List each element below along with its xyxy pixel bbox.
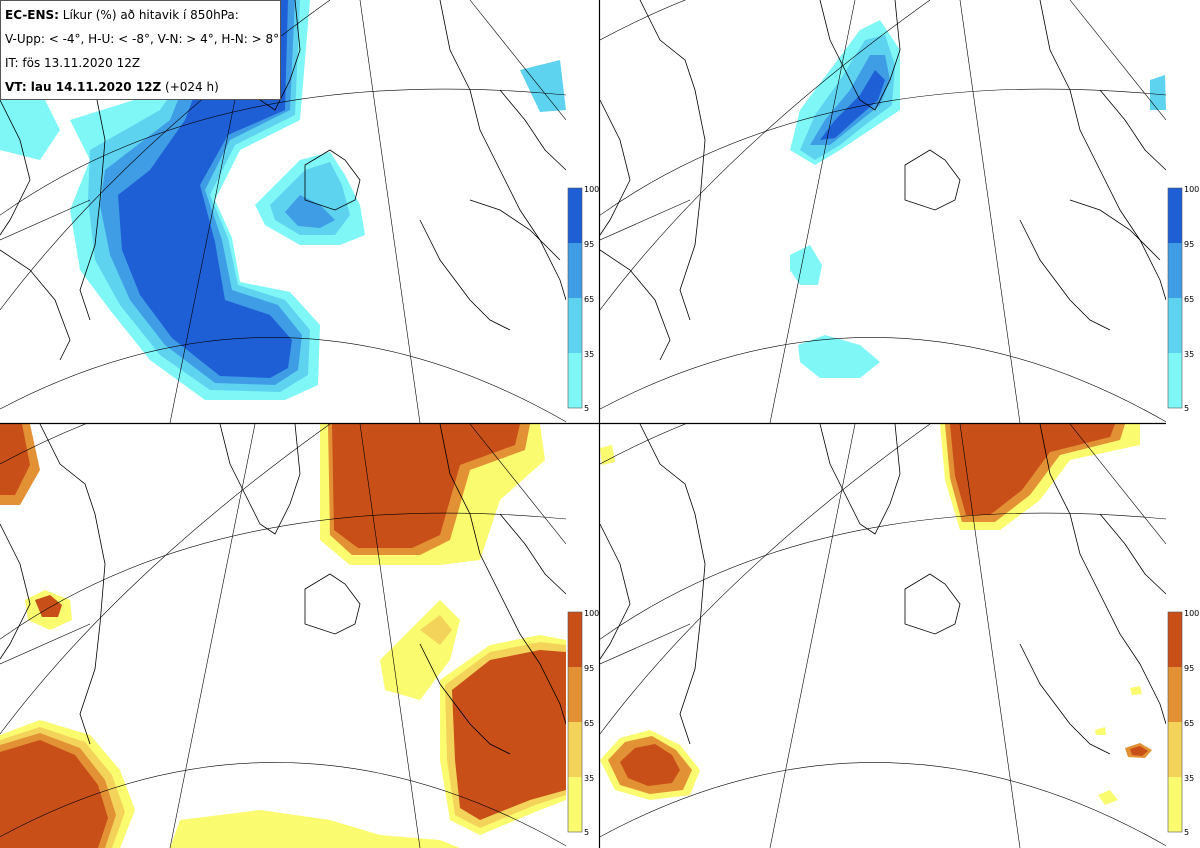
- initial-time: IT: fös 13.11.2020 12Z: [5, 56, 141, 70]
- cb3-tick-5: 5: [584, 828, 589, 837]
- graticule: [600, 0, 1166, 423]
- cb3-tick-95: 95: [584, 664, 594, 673]
- valid-time: VT: lau 14.11.2020 12Z: [5, 80, 162, 94]
- colorbar-cold-top-left: [567, 187, 583, 409]
- cb4-tick-5: 5: [1184, 828, 1189, 837]
- cb4-tick-65: 65: [1184, 719, 1194, 728]
- cb3-tick-100: 100: [584, 609, 599, 618]
- title-row: EC-ENS: Líkur (%) að hitavik í 850hPa:: [5, 3, 276, 27]
- field-small-1-95: [1130, 746, 1148, 756]
- panel-top-right: [600, 0, 1166, 423]
- lead-time: (+024 h): [165, 80, 219, 94]
- colorbar-cold-top-right: [1167, 187, 1183, 409]
- field-small-4: [1095, 727, 1106, 735]
- field-greenland-95: [820, 70, 885, 140]
- cb4-tick-35: 35: [1184, 774, 1194, 783]
- coastlines: [600, 424, 1166, 755]
- field-ne-blob: [1150, 75, 1166, 110]
- colorbar-warm-bottom-right: [1167, 611, 1183, 833]
- field-greenland-65: [810, 55, 890, 145]
- field-small-95: [35, 595, 62, 617]
- field-top-left-95: [0, 424, 30, 495]
- field-west-strip: [0, 80, 60, 160]
- field-north-95: [950, 424, 1115, 515]
- field-mid-blob: [790, 245, 822, 285]
- panel-dividers: [0, 0, 1166, 848]
- model-label: EC-ENS:: [5, 8, 59, 22]
- cb2-tick-95: 95: [1184, 240, 1194, 249]
- cold-probability-field: [790, 20, 1166, 378]
- info-box: EC-ENS: Líkur (%) að hitavik í 850hPa: V…: [0, 0, 281, 100]
- field-bottom: [170, 810, 460, 848]
- field-south-blob: [798, 335, 880, 378]
- warm-probability-field: [0, 424, 566, 848]
- cb1-tick-5: 5: [584, 404, 589, 413]
- field-small-5: [600, 445, 615, 465]
- cb1-tick-35: 35: [584, 350, 594, 359]
- colorbar-warm-bottom-left: [567, 611, 583, 833]
- panel-bottom-right: [600, 424, 1166, 848]
- warm-probability-field: [600, 424, 1152, 805]
- field-iceland-95: [285, 195, 335, 228]
- cb4-tick-95: 95: [1184, 664, 1194, 673]
- field-east-95: [452, 650, 566, 820]
- graticule: [0, 424, 566, 848]
- cb3-tick-35: 35: [584, 774, 594, 783]
- cb1-tick-100: 100: [584, 185, 599, 194]
- field-sw-95: [620, 744, 680, 786]
- field-north-95: [332, 424, 520, 548]
- cb1-tick-95: 95: [584, 240, 594, 249]
- coastlines: [600, 0, 1166, 361]
- cb2-tick-5: 5: [1184, 404, 1189, 413]
- cb4-tick-100: 100: [1184, 609, 1199, 618]
- cb2-tick-65: 65: [1184, 295, 1194, 304]
- field-sw-95: [0, 740, 108, 848]
- cb2-tick-35: 35: [1184, 350, 1194, 359]
- cb2-tick-100: 100: [1184, 185, 1199, 194]
- panel-bottom-left: [0, 424, 566, 848]
- field-mid-orange: [420, 615, 452, 645]
- title-text: Líkur (%) að hitavik í 850hPa:: [62, 8, 239, 22]
- valid-time-row: VT: lau 14.11.2020 12Z (+024 h): [5, 75, 276, 99]
- field-small-3: [1130, 686, 1142, 695]
- cb3-tick-65: 65: [584, 719, 594, 728]
- graticule: [600, 424, 1166, 848]
- cb1-tick-65: 65: [584, 295, 594, 304]
- field-ne-blob: [520, 60, 566, 112]
- field-small-2: [1098, 790, 1118, 805]
- thresholds-text: V-Upp: < -4°, H-U: < -8°, V-N: > 4°, H-N…: [5, 32, 280, 46]
